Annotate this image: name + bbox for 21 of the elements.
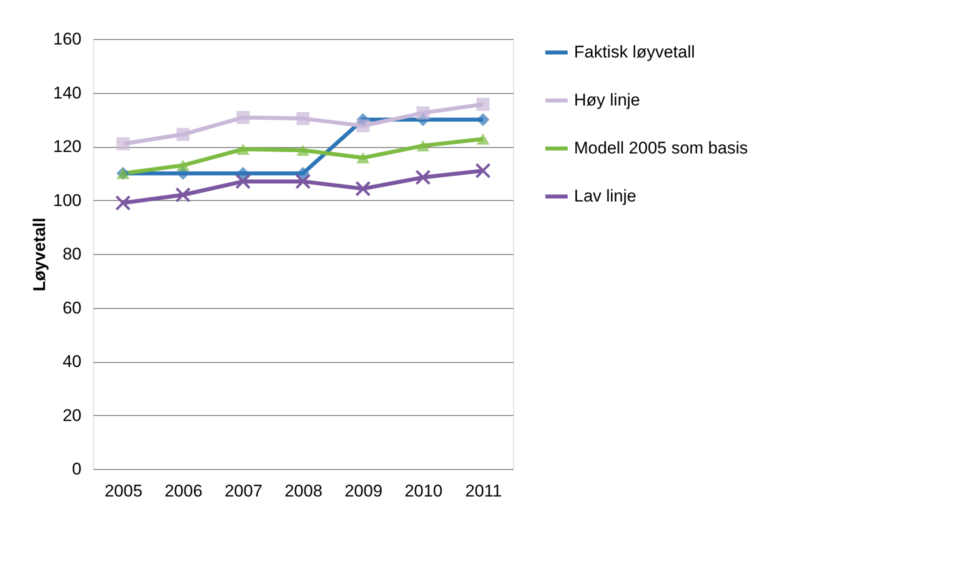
legend-label: Modell 2005 som basis xyxy=(574,138,748,158)
legend-label: Høy linje xyxy=(574,90,640,110)
y-tick-label: 0 xyxy=(72,460,82,478)
y-tick-label: 120 xyxy=(53,137,82,156)
x-tick-label: 2009 xyxy=(344,482,382,500)
y-tick-label: 160 xyxy=(53,30,82,48)
y-tick-label: 20 xyxy=(62,406,82,425)
x-tick-label: 2005 xyxy=(104,482,142,500)
x-tick-label: 2008 xyxy=(284,482,322,500)
y-tick-label: 140 xyxy=(53,83,82,102)
x-tick-label: 2011 xyxy=(465,482,502,500)
y-tick-label: 40 xyxy=(62,352,82,371)
y-tick-label: 80 xyxy=(62,244,82,264)
legend-label: Lav linje xyxy=(574,186,636,206)
legend-label: Faktisk løyvetall xyxy=(574,42,695,62)
x-tick-label: 2007 xyxy=(224,482,262,500)
x-tick-label: 2010 xyxy=(404,482,442,500)
y-tick-label: 60 xyxy=(62,298,82,318)
x-tick-label: 2006 xyxy=(164,482,202,500)
y-tick-label: 100 xyxy=(53,190,82,210)
y-axis-title: Løyvetall xyxy=(30,218,50,292)
